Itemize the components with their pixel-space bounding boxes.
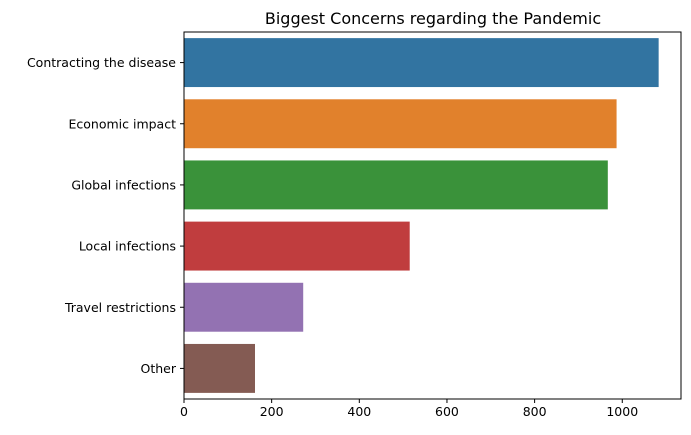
y-tick-label-2: Global infections	[71, 177, 176, 192]
y-tick-label-3: Local infections	[79, 239, 176, 254]
x-tick-label-5: 1000	[606, 404, 638, 419]
x-tick-label-3: 600	[435, 404, 459, 419]
x-tick-label-1: 200	[260, 404, 284, 419]
y-tick-label-5: Other	[141, 361, 177, 376]
x-tick-label-0: 0	[180, 404, 188, 419]
bar-4	[184, 282, 304, 332]
y-tick-label-1: Economic impact	[68, 116, 176, 131]
x-tick-label-4: 800	[523, 404, 547, 419]
bar-2	[184, 160, 608, 210]
bar-1	[184, 99, 617, 149]
bar-0	[184, 38, 659, 88]
bar-3	[184, 221, 410, 271]
x-axis: 0 200 400 600 800 1000	[180, 399, 638, 419]
plot-frame	[183, 31, 682, 400]
chart-title: Biggest Concerns regarding the Pandemic	[265, 9, 601, 28]
y-tick-label-0: Contracting the disease	[27, 55, 176, 70]
bars-layer	[184, 38, 659, 393]
y-axis: Contracting the disease Economic impact Gl…	[27, 55, 184, 376]
bar-5	[184, 343, 255, 393]
y-tick-label-4: Travel restrictions	[64, 300, 176, 315]
x-tick-label-2: 400	[347, 404, 371, 419]
